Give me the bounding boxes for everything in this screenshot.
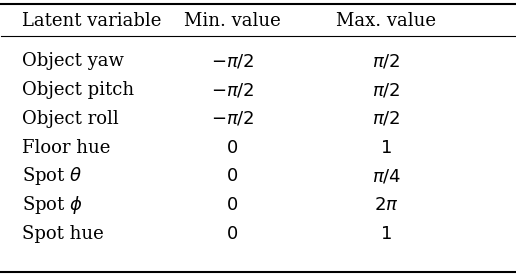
Text: $2\pi$: $2\pi$ xyxy=(374,196,398,214)
Text: Floor hue: Floor hue xyxy=(22,139,110,156)
Text: $0$: $0$ xyxy=(227,225,238,243)
Text: $0$: $0$ xyxy=(227,196,238,214)
Text: Min. value: Min. value xyxy=(184,12,281,30)
Text: $1$: $1$ xyxy=(380,225,392,243)
Text: $\pi/4$: $\pi/4$ xyxy=(372,167,401,185)
Text: Max. value: Max. value xyxy=(336,12,437,30)
Text: $-\pi/2$: $-\pi/2$ xyxy=(211,81,254,99)
Text: Spot hue: Spot hue xyxy=(22,225,104,243)
Text: $-\pi/2$: $-\pi/2$ xyxy=(211,110,254,128)
Text: Object pitch: Object pitch xyxy=(22,81,134,99)
Text: $0$: $0$ xyxy=(227,167,238,185)
Text: Latent variable: Latent variable xyxy=(22,12,162,30)
Text: $\pi/2$: $\pi/2$ xyxy=(372,81,400,99)
Text: $-\pi/2$: $-\pi/2$ xyxy=(211,52,254,70)
Text: $\pi/2$: $\pi/2$ xyxy=(372,110,400,128)
Text: Spot $\theta$: Spot $\theta$ xyxy=(22,165,82,187)
Text: $0$: $0$ xyxy=(227,139,238,156)
Text: Object roll: Object roll xyxy=(22,110,119,128)
Text: $\pi/2$: $\pi/2$ xyxy=(372,52,400,70)
Text: Object yaw: Object yaw xyxy=(22,52,124,70)
Text: Spot $\phi$: Spot $\phi$ xyxy=(22,194,83,216)
Text: $1$: $1$ xyxy=(380,139,392,156)
